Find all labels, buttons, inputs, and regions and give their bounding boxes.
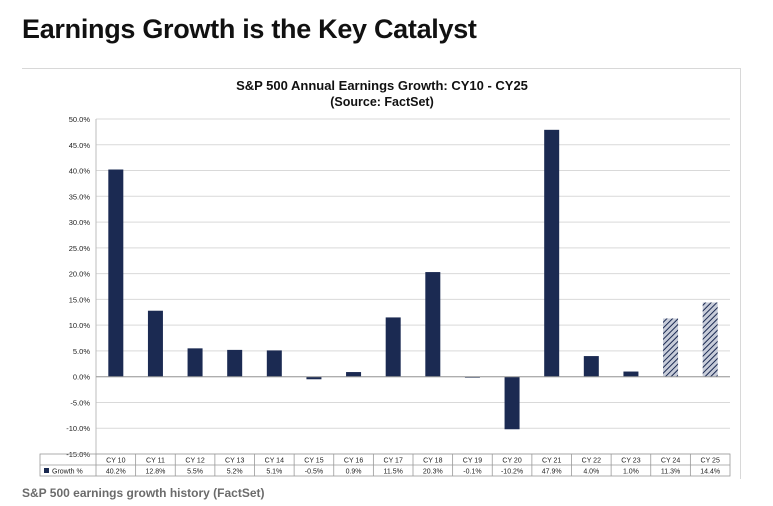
earnings-growth-chart: S&P 500 Annual Earnings Growth: CY10 - C…: [39, 78, 731, 477]
x-tick-label: CY 18: [423, 458, 442, 465]
y-tick-label: -15.0%: [66, 450, 90, 459]
y-tick-label: 0.0%: [73, 373, 90, 382]
data-label: 5.5%: [187, 469, 203, 476]
y-tick-label: 15.0%: [69, 295, 91, 304]
x-tick-label: CY 22: [582, 458, 601, 465]
data-label: 11.3%: [661, 469, 680, 476]
chart-container: S&P 500 Annual Earnings Growth: CY10 - C…: [22, 68, 741, 479]
x-tick-label: CY 25: [701, 458, 720, 465]
bar: [504, 376, 520, 430]
y-tick-label: 30.0%: [69, 218, 91, 227]
x-tick-label: CY 24: [661, 458, 680, 465]
y-tick-label: -5.0%: [70, 398, 90, 407]
x-tick-label: CY 12: [185, 458, 204, 465]
data-label: 40.2%: [106, 469, 126, 476]
bar: [425, 272, 441, 377]
legend-swatch: [44, 468, 49, 473]
y-tick-label: 45.0%: [69, 141, 91, 150]
bar: [306, 376, 322, 380]
data-label: -10.2%: [501, 469, 523, 476]
page-headline: Earnings Growth is the Key Catalyst: [22, 14, 477, 44]
x-tick-label: CY 16: [344, 458, 363, 465]
data-label: 47.9%: [542, 469, 562, 476]
bar: [108, 169, 124, 377]
y-tick-label: -10.0%: [66, 424, 90, 433]
bar: [544, 129, 560, 377]
bar: [583, 356, 599, 377]
data-label: 14.4%: [700, 469, 720, 476]
bar: [623, 371, 639, 377]
data-label: 20.3%: [423, 469, 443, 476]
y-tick-label: 20.0%: [69, 270, 91, 279]
data-label: 5.2%: [227, 469, 243, 476]
x-tick-label: CY 10: [106, 458, 125, 465]
data-label: 11.5%: [384, 469, 403, 476]
legend-label: Growth %: [52, 469, 83, 476]
bar: [147, 310, 163, 377]
x-tick-label: CY 15: [304, 458, 323, 465]
y-tick-label: 40.0%: [69, 167, 91, 176]
bar: [346, 372, 362, 377]
x-tick-label: CY 11: [146, 458, 165, 465]
bar-estimate: [663, 318, 679, 377]
chart-subtitle: (Source: FactSet): [330, 95, 434, 109]
y-tick-label: 5.0%: [73, 347, 90, 356]
y-tick-label: 50.0%: [69, 115, 91, 124]
x-tick-label: CY 20: [502, 458, 521, 465]
data-label: 5.1%: [266, 469, 282, 476]
data-label: 1.0%: [623, 469, 639, 476]
bar: [187, 348, 203, 377]
bar: [385, 317, 401, 377]
figure-caption: S&P 500 earnings growth history (FactSet…: [22, 486, 265, 500]
y-tick-label: 35.0%: [69, 192, 91, 201]
x-tick-label: CY 23: [621, 458, 640, 465]
data-label: -0.1%: [463, 469, 481, 476]
x-tick-label: CY 19: [463, 458, 482, 465]
y-tick-label: 10.0%: [69, 321, 91, 330]
bar: [266, 350, 282, 377]
x-tick-label: CY 21: [542, 458, 561, 465]
y-tick-label: 25.0%: [69, 244, 91, 253]
data-label: 0.9%: [346, 469, 362, 476]
chart-title: S&P 500 Annual Earnings Growth: CY10 - C…: [236, 78, 528, 93]
x-tick-label: CY 14: [265, 458, 284, 465]
x-tick-label: CY 17: [384, 458, 403, 465]
bar: [227, 349, 243, 377]
data-label: -0.5%: [305, 469, 323, 476]
x-tick-label: CY 13: [225, 458, 244, 465]
data-label: 12.8%: [146, 469, 166, 476]
bar-estimate: [702, 302, 718, 377]
data-label: 4.0%: [583, 469, 599, 476]
